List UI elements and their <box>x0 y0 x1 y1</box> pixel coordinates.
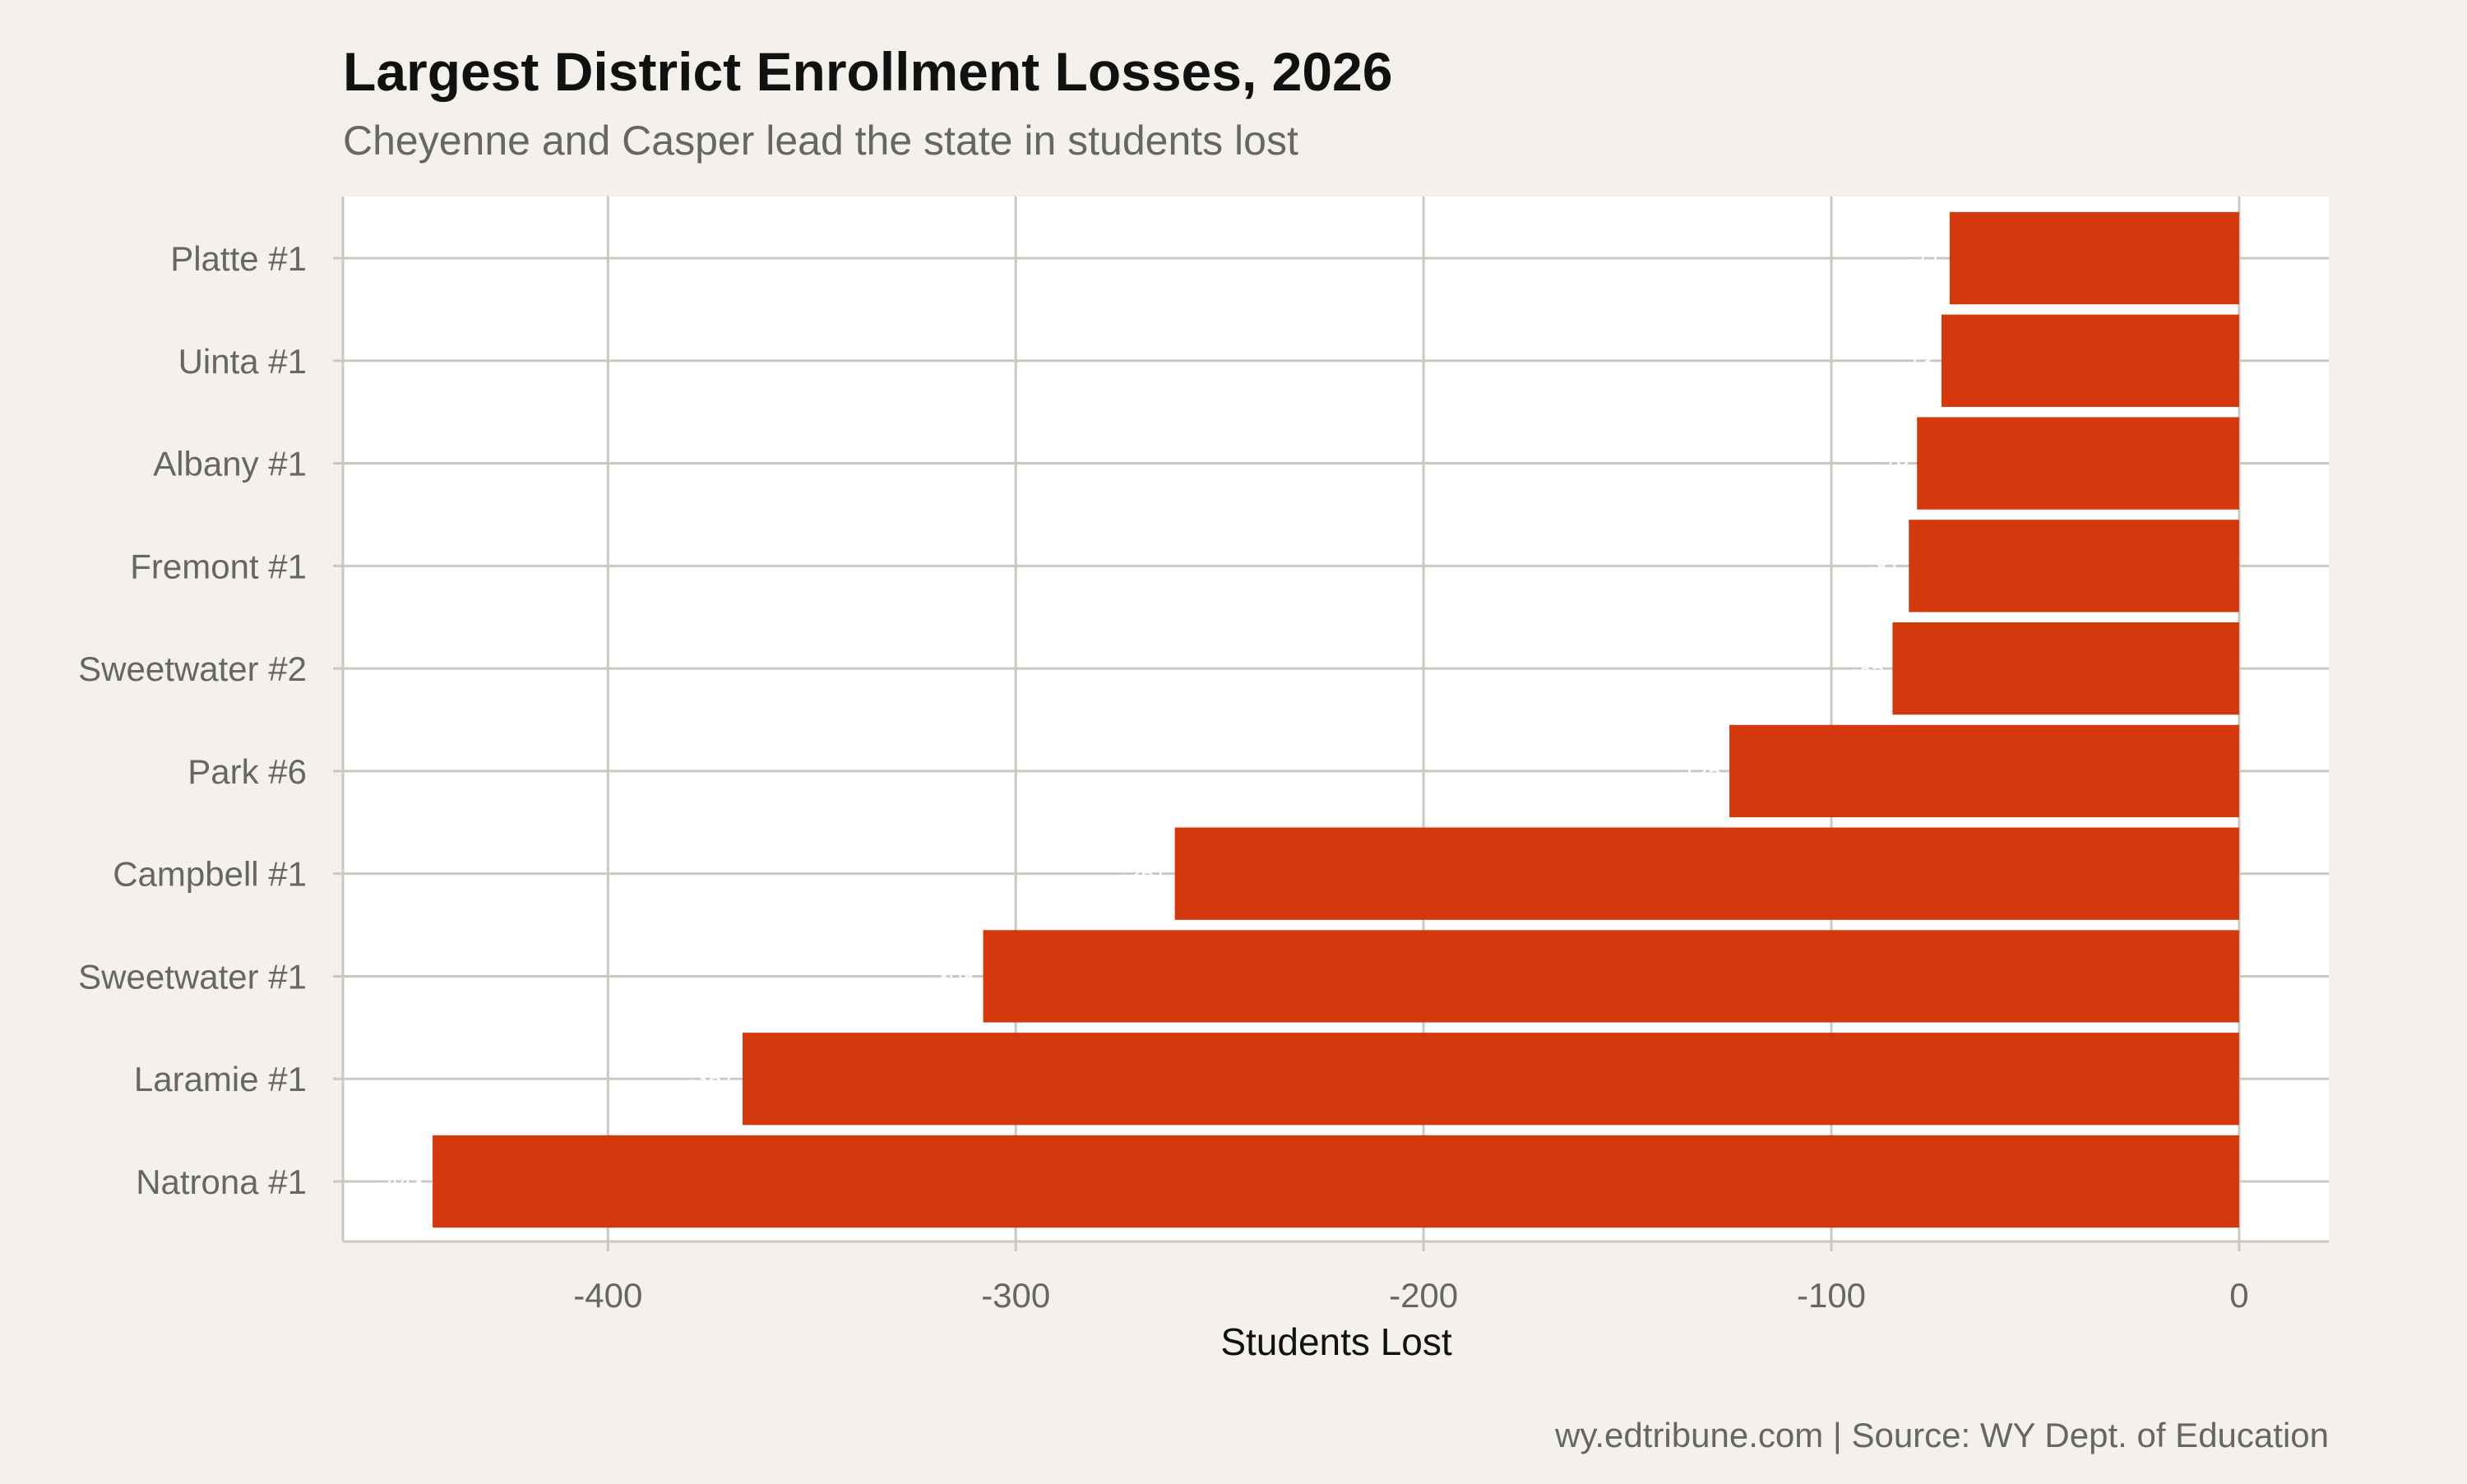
data-label: -81 <box>1868 553 1900 579</box>
data-label: -261 <box>1121 862 1167 887</box>
bar <box>1941 314 2239 407</box>
y-tick-label: Park #6 <box>187 752 307 791</box>
bar <box>742 1033 2239 1126</box>
y-tick-label: Sweetwater #1 <box>78 957 307 996</box>
x-tick-label: -300 <box>981 1276 1050 1315</box>
data-label: -125 <box>1675 759 1721 784</box>
data-label: -367 <box>688 1066 734 1092</box>
data-label: -79 <box>1876 451 1909 477</box>
data-label: -71 <box>1908 246 1941 271</box>
bar <box>1909 520 2239 613</box>
bar <box>1174 827 2239 920</box>
y-tick-label: Natrona #1 <box>136 1163 307 1201</box>
bar <box>983 930 2239 1023</box>
x-tick-label: 0 <box>2229 1276 2248 1315</box>
bar <box>433 1135 2239 1228</box>
y-tick-label: Platte #1 <box>170 239 307 278</box>
y-tick-label: Fremont #1 <box>130 547 307 585</box>
bar <box>1729 724 2239 818</box>
data-label: -443 <box>378 1169 424 1195</box>
y-tick-label: Albany #1 <box>153 445 307 483</box>
chart-title: Largest District Enrollment Losses, 2026 <box>343 41 1392 102</box>
bar <box>1917 417 2239 510</box>
bar <box>1949 211 2239 305</box>
data-label: -85 <box>1851 656 1884 682</box>
x-tick-label: -400 <box>573 1276 642 1315</box>
axes: -400 -300 -200 -100 0 Platte #1 Uinta #1 Albany… <box>78 196 2329 1315</box>
y-tick-label: Campbell #1 <box>113 855 307 894</box>
bars: -71 -73 -79 -81 -85 -125 -261 -308 -367 -443 <box>378 211 2239 1228</box>
bar <box>1892 622 2239 715</box>
x-tick-label: -100 <box>1797 1276 1866 1315</box>
chart-subtitle: Cheyenne and Casper lead the state in st… <box>343 118 1298 164</box>
caption: wy.edtribune.com | Source: WY Dept. of E… <box>1554 1416 2329 1454</box>
data-label: -308 <box>929 964 975 989</box>
y-tick-label: Uinta #1 <box>178 342 307 381</box>
data-label: -73 <box>1900 349 1932 374</box>
x-axis-title: Students Lost <box>1220 1320 1452 1363</box>
y-tick-label: Laramie #1 <box>134 1060 307 1098</box>
y-tick-label: Sweetwater #2 <box>78 650 307 688</box>
x-tick-label: -200 <box>1389 1276 1458 1315</box>
